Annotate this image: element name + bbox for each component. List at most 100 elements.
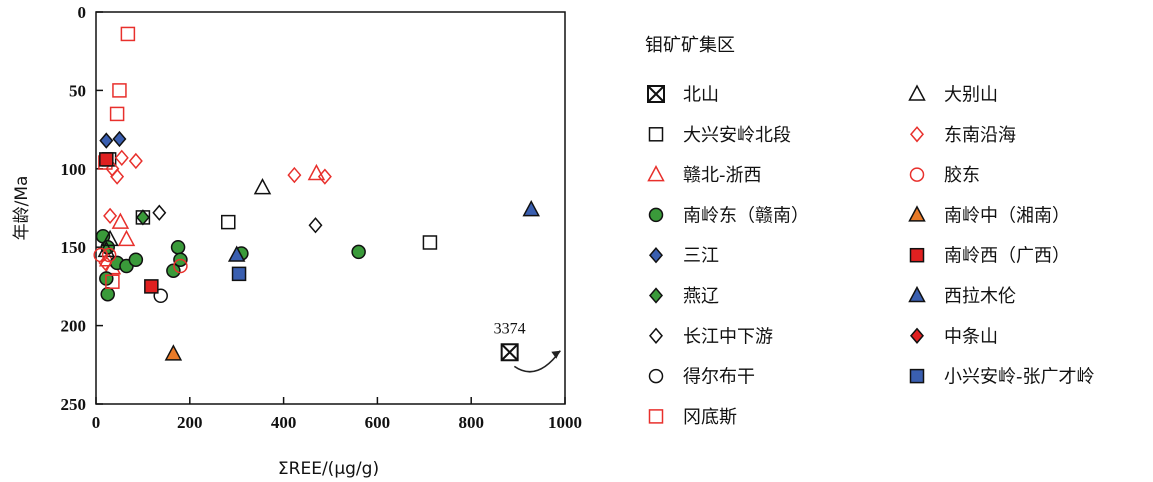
data-point: [307, 163, 326, 181]
data-point: [522, 199, 540, 217]
data-point: [173, 258, 188, 274]
series-6: [152, 204, 323, 234]
legend-label: 中条山: [944, 326, 998, 347]
data-point: [98, 254, 113, 272]
legend-label: 赣北-浙西: [683, 165, 762, 186]
x-tick-label: 800: [458, 413, 484, 432]
legend-marker: [908, 285, 926, 303]
legend-marker: [648, 207, 664, 223]
legend-marker: [649, 287, 663, 304]
series-5: [135, 209, 150, 226]
data-point: [166, 263, 181, 278]
data-point: [422, 235, 438, 250]
legend-item: 南岭东（赣南）: [648, 205, 809, 226]
legend-marker: [647, 165, 665, 182]
data-point: [112, 83, 127, 98]
legend-marker: [649, 327, 663, 344]
series-10: [98, 149, 332, 272]
legend-label: 冈底斯: [683, 407, 737, 428]
legend-marker: [908, 84, 926, 101]
data-point: [101, 229, 119, 247]
annotation-label: 3374: [494, 320, 526, 337]
legend-marker: [647, 85, 665, 103]
legend-marker: [910, 327, 924, 344]
legend-label: 燕辽: [683, 286, 719, 307]
legend-item: 南岭中（湘南）: [908, 205, 1070, 226]
legend-item: 长江中下游: [649, 326, 773, 347]
legend-label: 南岭东（赣南）: [683, 205, 809, 226]
data-point: [144, 279, 159, 294]
series-16: [231, 266, 247, 282]
data-point: [111, 212, 130, 229]
legend-label: 三江: [683, 246, 719, 267]
data-point: [103, 207, 118, 224]
data-point: [109, 106, 125, 122]
legend-marker: [910, 126, 924, 143]
x-tick-label: 0: [92, 413, 101, 432]
legend-item: 小兴安岭-张广才岭: [909, 367, 1095, 388]
data-point: [164, 344, 183, 361]
series-4: [99, 130, 127, 149]
legend-label: 北山: [683, 85, 719, 106]
y-tick-label: 0: [78, 3, 87, 22]
series-14: [227, 199, 540, 262]
legend-label: 胶东: [944, 165, 980, 186]
x-tick-label: 200: [177, 413, 203, 432]
data-point: [317, 168, 332, 185]
legend-marker: [909, 167, 925, 182]
y-tick-label: 250: [61, 395, 87, 414]
series-1: [101, 152, 438, 250]
data-point: [135, 209, 150, 226]
legend-item: 北山: [647, 85, 719, 106]
legend-label: 大兴安岭北段: [683, 125, 791, 146]
series-13: [99, 152, 159, 294]
data-point: [170, 239, 186, 255]
data-point: [128, 152, 143, 170]
x-tick-label: 600: [365, 413, 391, 432]
legend-marker: [909, 247, 925, 263]
legend-label: 小兴安岭-张广才岭: [944, 367, 1095, 388]
data-point: [253, 178, 272, 195]
data-point: [100, 286, 115, 302]
legend-marker: [648, 409, 664, 424]
legend-item: 得尔布干: [648, 367, 755, 388]
plot-area: 0 200 400 600 800 1000 0 50 100 150 200 250 ΣREE/(μg…: [12, 3, 582, 479]
legend-item: 冈底斯: [648, 407, 737, 428]
legend-item: 胶东: [909, 165, 980, 186]
series-0: [500, 343, 519, 362]
data-point: [227, 245, 246, 262]
y-tick-label: 200: [61, 317, 87, 336]
data-point: [128, 252, 144, 267]
legend-label: 南岭西（广西）: [944, 246, 1070, 267]
data-point: [287, 166, 302, 184]
legend-marker: [908, 205, 926, 222]
data-point: [120, 26, 136, 42]
legend-item: 西拉木伦: [908, 285, 1016, 307]
legend-label: 长江中下游: [683, 326, 773, 347]
data-point: [152, 204, 167, 221]
data-point: [500, 343, 519, 362]
plot-frame: [95, 11, 566, 405]
data-points: 3374: [93, 26, 561, 373]
data-point: [93, 247, 108, 263]
y-tick-label: 50: [69, 81, 86, 100]
series-11: [93, 247, 188, 274]
data-point: [101, 247, 117, 263]
legend-marker: [648, 368, 664, 384]
legend-item: 中条山: [910, 326, 998, 347]
legend-marker: [648, 127, 664, 142]
legend-label: 大别山: [944, 85, 998, 106]
legend-item: 赣北-浙西: [647, 165, 762, 186]
data-point: [99, 132, 114, 149]
y-tick-label: 150: [61, 238, 87, 257]
legend-title: 钼矿矿集区: [645, 35, 735, 56]
data-point: [99, 152, 114, 167]
series-3: [95, 228, 366, 302]
legend-item: 东南沿海: [910, 125, 1016, 146]
legend-label: 西拉木伦: [944, 286, 1016, 307]
legend-item: 大兴安岭北段: [648, 125, 791, 146]
data-point: [153, 288, 168, 304]
data-point: [105, 274, 120, 289]
series-12: [164, 344, 183, 361]
